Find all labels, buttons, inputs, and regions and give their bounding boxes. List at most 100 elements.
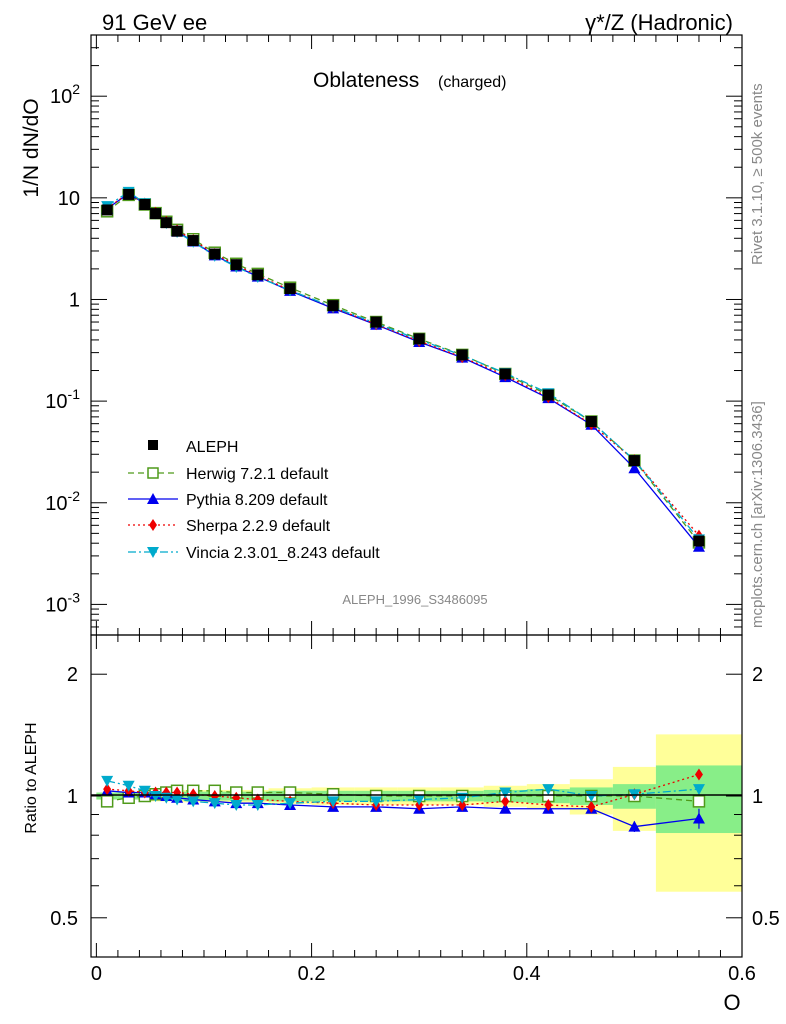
data-point-aleph-19 [693,535,705,547]
ratio-point-herwig-0 [100,795,114,808]
x-tick-label-0: 0 [91,963,102,985]
x-tick-label-1: 0.2 [298,963,326,985]
ratio-point-sherpa-17 [587,800,596,813]
legend-marker-pythia [147,493,159,504]
analysis-label: ALEPH_1996_S3486095 [342,592,487,607]
main-y-tick-label-5: 102 [50,81,80,108]
ratio-y-tick-label-right-0: 0.5 [752,908,780,930]
energy-label: 91 GeV ee [102,10,207,35]
ratio-y-tick-label-1: 1 [67,786,78,808]
ratio-point-vincia-9 [251,800,264,812]
main-y-tick-base-2: 10 [45,391,67,413]
ratio-point-sherpa-15 [501,795,510,808]
data-point-aleph-6 [187,235,199,247]
data-point-aleph-0 [101,204,113,216]
main-point-pythia-18 [628,462,641,474]
data-point-aleph-3 [150,208,162,220]
data-point-aleph-14 [456,349,468,361]
ratio-point-vincia-7 [208,798,221,810]
legend-label-vincia: Vincia 2.3.01_8.243 default [186,545,380,562]
ratio-point-sherpa-14 [458,799,467,812]
ratio-point-pythia-19 [692,812,705,824]
ratio-point-vincia-8 [230,800,243,812]
data-point-aleph-9 [252,269,264,281]
data-point-aleph-8 [230,259,242,271]
main-y-tick-base-5: 10 [50,86,72,108]
x-axis-label: O [723,990,740,1015]
ratio-plot-frame [90,634,743,958]
ratio-point-vincia-0 [101,775,114,787]
ratio-series-group [100,768,706,832]
data-point-aleph-11 [327,300,339,312]
main-y-tick-base-1: 10 [45,493,67,515]
main-y-tick-base-0: 10 [45,594,67,616]
mcplots-label: mcplots.cern.ch [arXiv:1306.3436] [749,401,766,628]
ratio-point-vincia-2 [138,785,151,797]
ratio-panel-ticks: 0 0.2 0.4 0.6 0.5 0.5 1 1 2 2 [50,635,780,985]
ratio-point-vincia-3 [149,791,162,802]
ratio-point-vincia-13 [413,794,426,806]
main-series-group [100,186,706,552]
ratio-y-tick-label-right-1: 1 [752,786,763,808]
legend-marker-sherpa [149,519,157,531]
ratio-point-sherpa-19 [694,768,703,781]
main-y-tick-label-1: 10-2 [45,488,80,515]
data-point-aleph-5 [171,225,183,237]
data-point-aleph-13 [413,333,425,345]
main-y-tick-label-2: 10-1 [45,386,80,413]
legend-marker-herwig [147,467,159,479]
ratio-point-vincia-17 [585,791,598,802]
rivet-label: Rivet 3.1.10, ≥ 500k events [749,83,766,265]
data-point-aleph-7 [209,248,221,260]
ratio-point-pythia-18 [628,820,641,832]
main-y-tick-label-0: 10-3 [45,589,80,616]
ratio-point-vincia-5 [171,794,184,806]
x-tick-label-3: 0.6 [728,963,756,985]
main-y-tick-label-4: 10 [58,188,80,210]
y-axis-label: 1/N dN/dO [20,98,43,197]
legend-marker-vincia [147,547,159,558]
main-y-tick-exp-5: 2 [72,81,80,97]
ratio-point-vincia-19 [692,784,705,796]
main-y-tick-exp-1: -2 [68,488,81,504]
ratio-point-pythia-15 [499,802,512,814]
ratio-point-sherpa-0 [103,783,112,796]
ratio-y-tick-label-right-2: 2 [752,664,763,686]
data-point-aleph-10 [284,283,296,295]
ratio-point-vincia-10 [284,798,297,810]
process-label: γ*/Z (Hadronic) [585,10,733,35]
data-point-aleph-17 [585,416,597,428]
x-tick-label-2: 0.4 [513,963,541,985]
ratio-point-herwig-19 [692,795,706,808]
main-y-tick-label-3: 1 [69,289,80,311]
chart-subtitle: (charged) [438,74,506,91]
data-point-aleph-2 [139,198,151,210]
ratio-point-vincia-11 [327,796,340,808]
main-y-tick-exp-2: -1 [68,386,81,402]
legend-label-herwig: Herwig 7.2.1 default [186,466,329,483]
legend: ALEPH Herwig 7.2.1 default Pythia 8.209 … [128,439,380,562]
data-point-aleph-4 [160,217,172,229]
ratio-point-sherpa-16 [544,799,553,812]
data-point-aleph-16 [542,389,554,401]
main-line-vincia [106,191,700,540]
legend-label-aleph: ALEPH [186,439,238,456]
ratio-y-axis-label: Ratio to ALEPH [23,722,40,833]
main-y-tick-exp-0: -3 [68,589,81,605]
data-point-aleph-18 [628,455,640,467]
main-line-herwig [106,194,700,543]
ratio-point-vincia-6 [187,796,200,808]
ratio-point-vincia-16 [542,784,555,796]
data-point-aleph-15 [499,368,511,380]
ratio-point-vincia-15 [499,787,512,799]
ratio-y-tick-label-2: 2 [67,664,78,686]
legend-marker-aleph [148,440,158,450]
data-point-aleph-12 [370,316,382,328]
ratio-point-vincia-1 [122,780,135,792]
ratio-y-tick-label-0: 0.5 [50,908,78,930]
chart-title: Oblateness [313,69,419,92]
legend-label-pythia: Pythia 8.209 default [186,492,328,509]
legend-label-sherpa: Sherpa 2.2.9 default [186,518,331,535]
